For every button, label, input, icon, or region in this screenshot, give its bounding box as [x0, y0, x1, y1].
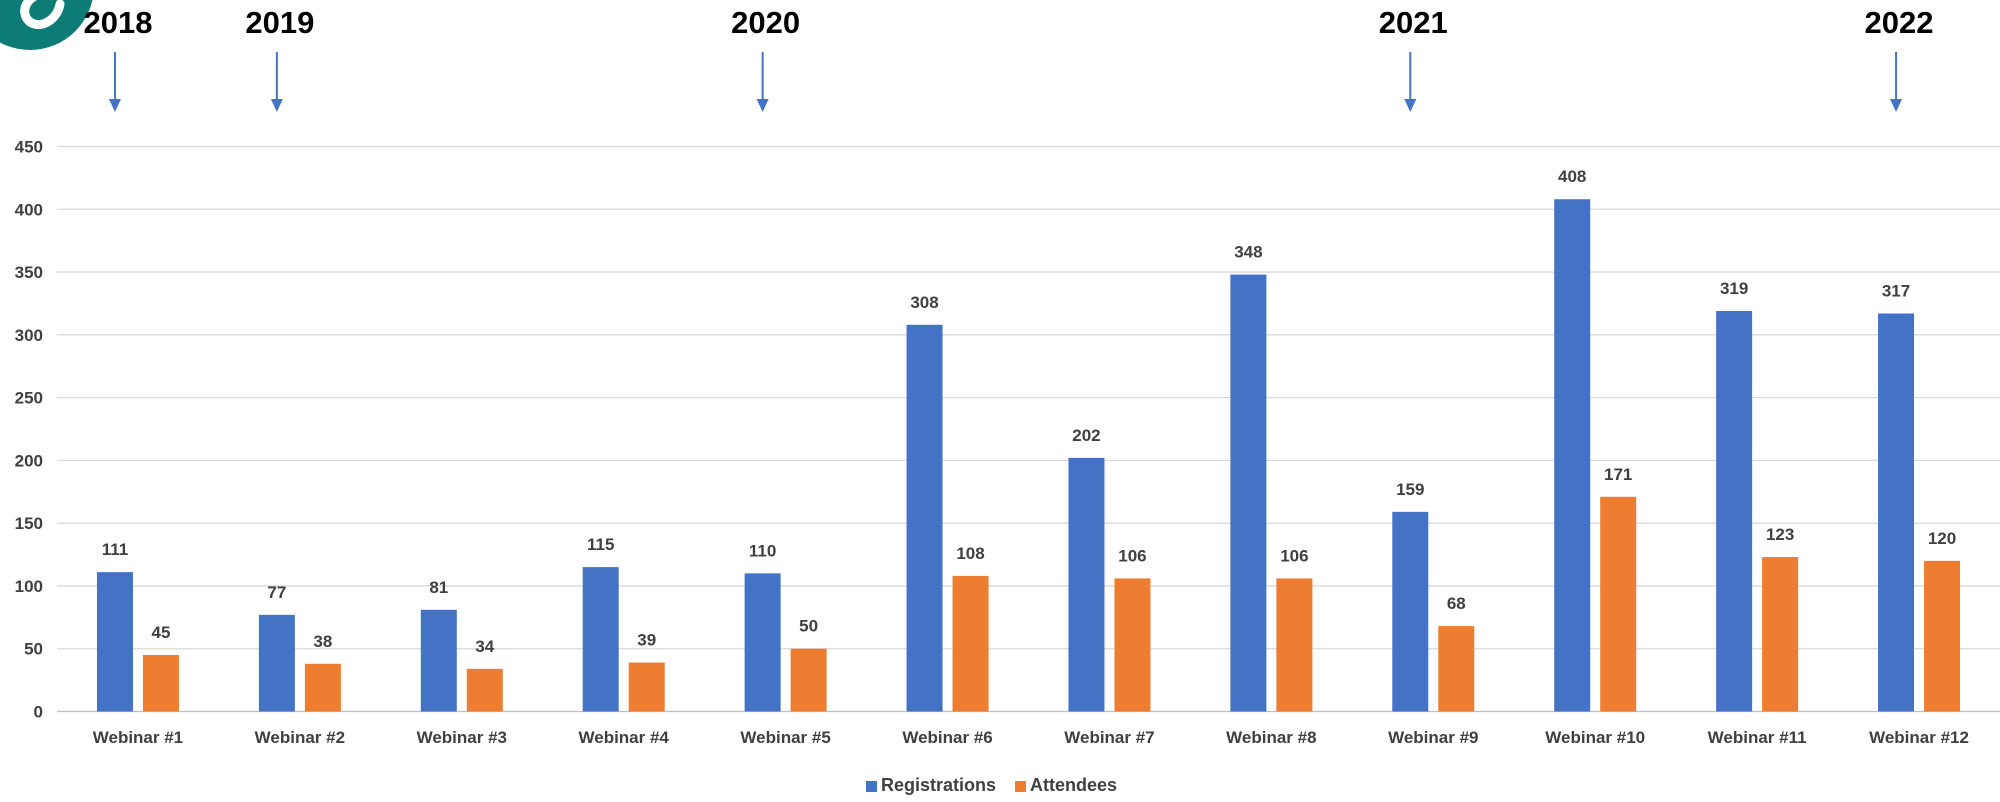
year-label: 2020	[731, 5, 800, 40]
bar-registrations	[1554, 199, 1591, 712]
legend: Registrations Attendees	[866, 775, 1117, 795]
x-tick-label: Webinar #3	[417, 728, 507, 747]
data-label: 81	[429, 578, 448, 597]
x-tick-label: Webinar #2	[255, 728, 345, 747]
bar-registrations	[1230, 274, 1267, 712]
legend-swatch-attendees	[1015, 781, 1026, 792]
logo-icon	[0, 0, 93, 50]
arrow-down-icon	[1404, 99, 1417, 112]
year-label: 2018	[83, 5, 152, 40]
arrow-down-icon	[1890, 99, 1903, 112]
data-label: 68	[1447, 594, 1466, 613]
arrow-down-icon	[270, 99, 283, 112]
x-tick-label: Webinar #11	[1708, 728, 1807, 747]
bars	[96, 199, 1961, 712]
data-label: 108	[956, 544, 984, 563]
data-label: 45	[151, 623, 170, 642]
year-label: 2019	[245, 5, 314, 40]
x-tick-label: Webinar #4	[579, 728, 670, 747]
data-label: 115	[587, 535, 614, 554]
data-label: 120	[1928, 529, 1956, 548]
bar-registrations	[906, 324, 943, 712]
x-tick-label: Webinar #8	[1226, 728, 1316, 747]
bar-attendees	[790, 648, 827, 712]
x-tick-label: Webinar #9	[1388, 728, 1478, 747]
bar-attendees	[628, 662, 665, 712]
y-axis: 0 50 100 150 200 250 300 350 400 450	[15, 138, 43, 722]
data-label: 171	[1604, 465, 1632, 484]
bar-registrations	[1068, 457, 1105, 712]
bar-registrations	[744, 573, 781, 712]
x-tick-label: Webinar #12	[1869, 728, 1969, 747]
x-axis: Webinar #1 Webinar #2 Webinar #3 Webinar #4…	[93, 728, 1969, 747]
bar-attendees	[1114, 578, 1151, 712]
y-tick-label: 400	[15, 200, 43, 219]
y-tick-label: 350	[15, 263, 43, 282]
y-tick-label: 300	[15, 326, 43, 345]
bar-registrations	[258, 614, 295, 712]
y-tick-label: 0	[34, 703, 43, 722]
y-tick-label: 150	[15, 514, 43, 533]
data-label: 408	[1558, 167, 1586, 186]
data-label: 77	[267, 583, 286, 602]
year-label: 2021	[1379, 5, 1448, 40]
gridlines	[57, 145, 2000, 713]
y-tick-label: 50	[24, 640, 43, 659]
legend-label: Registrations	[881, 775, 996, 795]
logo-swoosh	[20, 0, 65, 30]
y-tick-label: 250	[15, 389, 43, 408]
x-tick-label: Webinar #6	[902, 728, 992, 747]
bar-attendees	[466, 668, 503, 712]
year-markers: 2018 2019 2020 2021 2022	[83, 5, 1934, 112]
bar-attendees	[1276, 578, 1313, 712]
data-label: 38	[313, 632, 332, 651]
legend-label: Attendees	[1030, 775, 1117, 795]
data-label: 50	[799, 617, 818, 636]
data-label: 348	[1234, 243, 1262, 262]
bar-attendees	[1762, 557, 1799, 712]
data-label: 106	[1118, 546, 1146, 565]
data-label: 308	[910, 293, 938, 312]
bar-registrations	[582, 567, 619, 712]
arrow-down-icon	[756, 99, 769, 112]
y-tick-label: 200	[15, 451, 43, 470]
data-label: 319	[1720, 279, 1748, 298]
year-label: 2022	[1865, 5, 1934, 40]
y-tick-label: 100	[15, 577, 43, 596]
x-tick-label: Webinar #5	[740, 728, 830, 747]
data-label: 123	[1766, 525, 1794, 544]
data-label: 39	[637, 631, 656, 650]
bar-registrations	[96, 572, 133, 712]
bar-registrations	[1392, 511, 1429, 712]
arrow-down-icon	[108, 99, 121, 112]
bar-attendees	[952, 575, 989, 712]
data-label: 159	[1396, 480, 1424, 499]
data-label: 111	[102, 540, 129, 559]
data-labels: 111 45 77 38 81 34 115 39 110 50 308 108 202 106 348 10…	[102, 167, 1957, 656]
bar-attendees	[1924, 560, 1961, 712]
data-label: 110	[749, 541, 776, 560]
bar-registrations	[1878, 313, 1915, 712]
data-label: 106	[1280, 546, 1308, 565]
data-label: 317	[1882, 281, 1910, 300]
bar-attendees	[304, 663, 341, 712]
bar-attendees	[1600, 496, 1637, 712]
data-label: 34	[475, 637, 494, 656]
x-tick-label: Webinar #10	[1545, 728, 1645, 747]
bar-attendees	[142, 655, 179, 712]
bar-registrations	[420, 609, 457, 712]
bar-attendees	[1438, 626, 1475, 712]
y-tick-label: 450	[15, 138, 43, 157]
x-tick-label: Webinar #1	[93, 728, 183, 747]
legend-swatch-registrations	[866, 781, 877, 792]
data-label: 202	[1072, 426, 1100, 445]
bar-registrations	[1716, 310, 1753, 712]
x-tick-label: Webinar #7	[1064, 728, 1154, 747]
